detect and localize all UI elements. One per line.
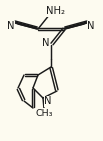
- Text: N: N: [87, 21, 95, 31]
- Text: N: N: [7, 21, 15, 31]
- Text: N: N: [42, 38, 50, 48]
- Text: N: N: [44, 96, 52, 106]
- Text: NH₂: NH₂: [46, 6, 66, 16]
- Text: CH₃: CH₃: [35, 109, 53, 117]
